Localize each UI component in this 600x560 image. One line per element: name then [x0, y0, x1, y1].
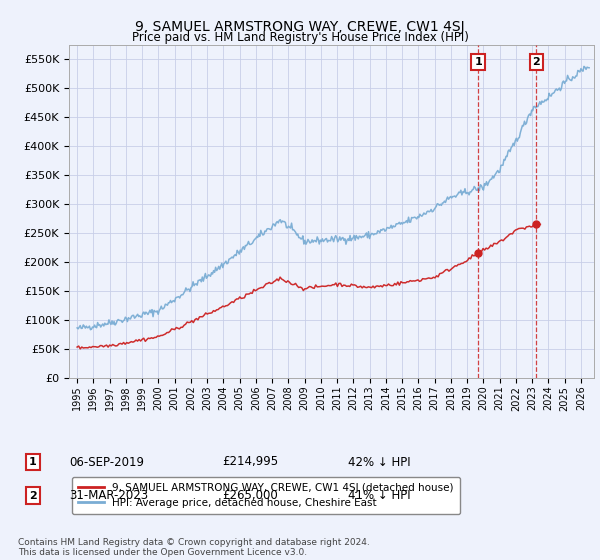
Text: 06-SEP-2019: 06-SEP-2019	[69, 455, 144, 469]
Text: 9, SAMUEL ARMSTRONG WAY, CREWE, CW1 4SJ: 9, SAMUEL ARMSTRONG WAY, CREWE, CW1 4SJ	[135, 20, 465, 34]
Text: 31-MAR-2023: 31-MAR-2023	[69, 489, 148, 502]
Text: 2: 2	[29, 491, 37, 501]
Text: Contains HM Land Registry data © Crown copyright and database right 2024.
This d: Contains HM Land Registry data © Crown c…	[18, 538, 370, 557]
Text: 1: 1	[474, 57, 482, 67]
Text: £265,000: £265,000	[222, 489, 278, 502]
Text: 2: 2	[532, 57, 540, 67]
Text: £214,995: £214,995	[222, 455, 278, 469]
Text: Price paid vs. HM Land Registry's House Price Index (HPI): Price paid vs. HM Land Registry's House …	[131, 31, 469, 44]
Legend: 9, SAMUEL ARMSTRONG WAY, CREWE, CW1 4SJ (detached house), HPI: Average price, de: 9, SAMUEL ARMSTRONG WAY, CREWE, CW1 4SJ …	[71, 477, 460, 514]
Text: 1: 1	[29, 457, 37, 467]
Text: 41% ↓ HPI: 41% ↓ HPI	[348, 489, 410, 502]
Text: 42% ↓ HPI: 42% ↓ HPI	[348, 455, 410, 469]
